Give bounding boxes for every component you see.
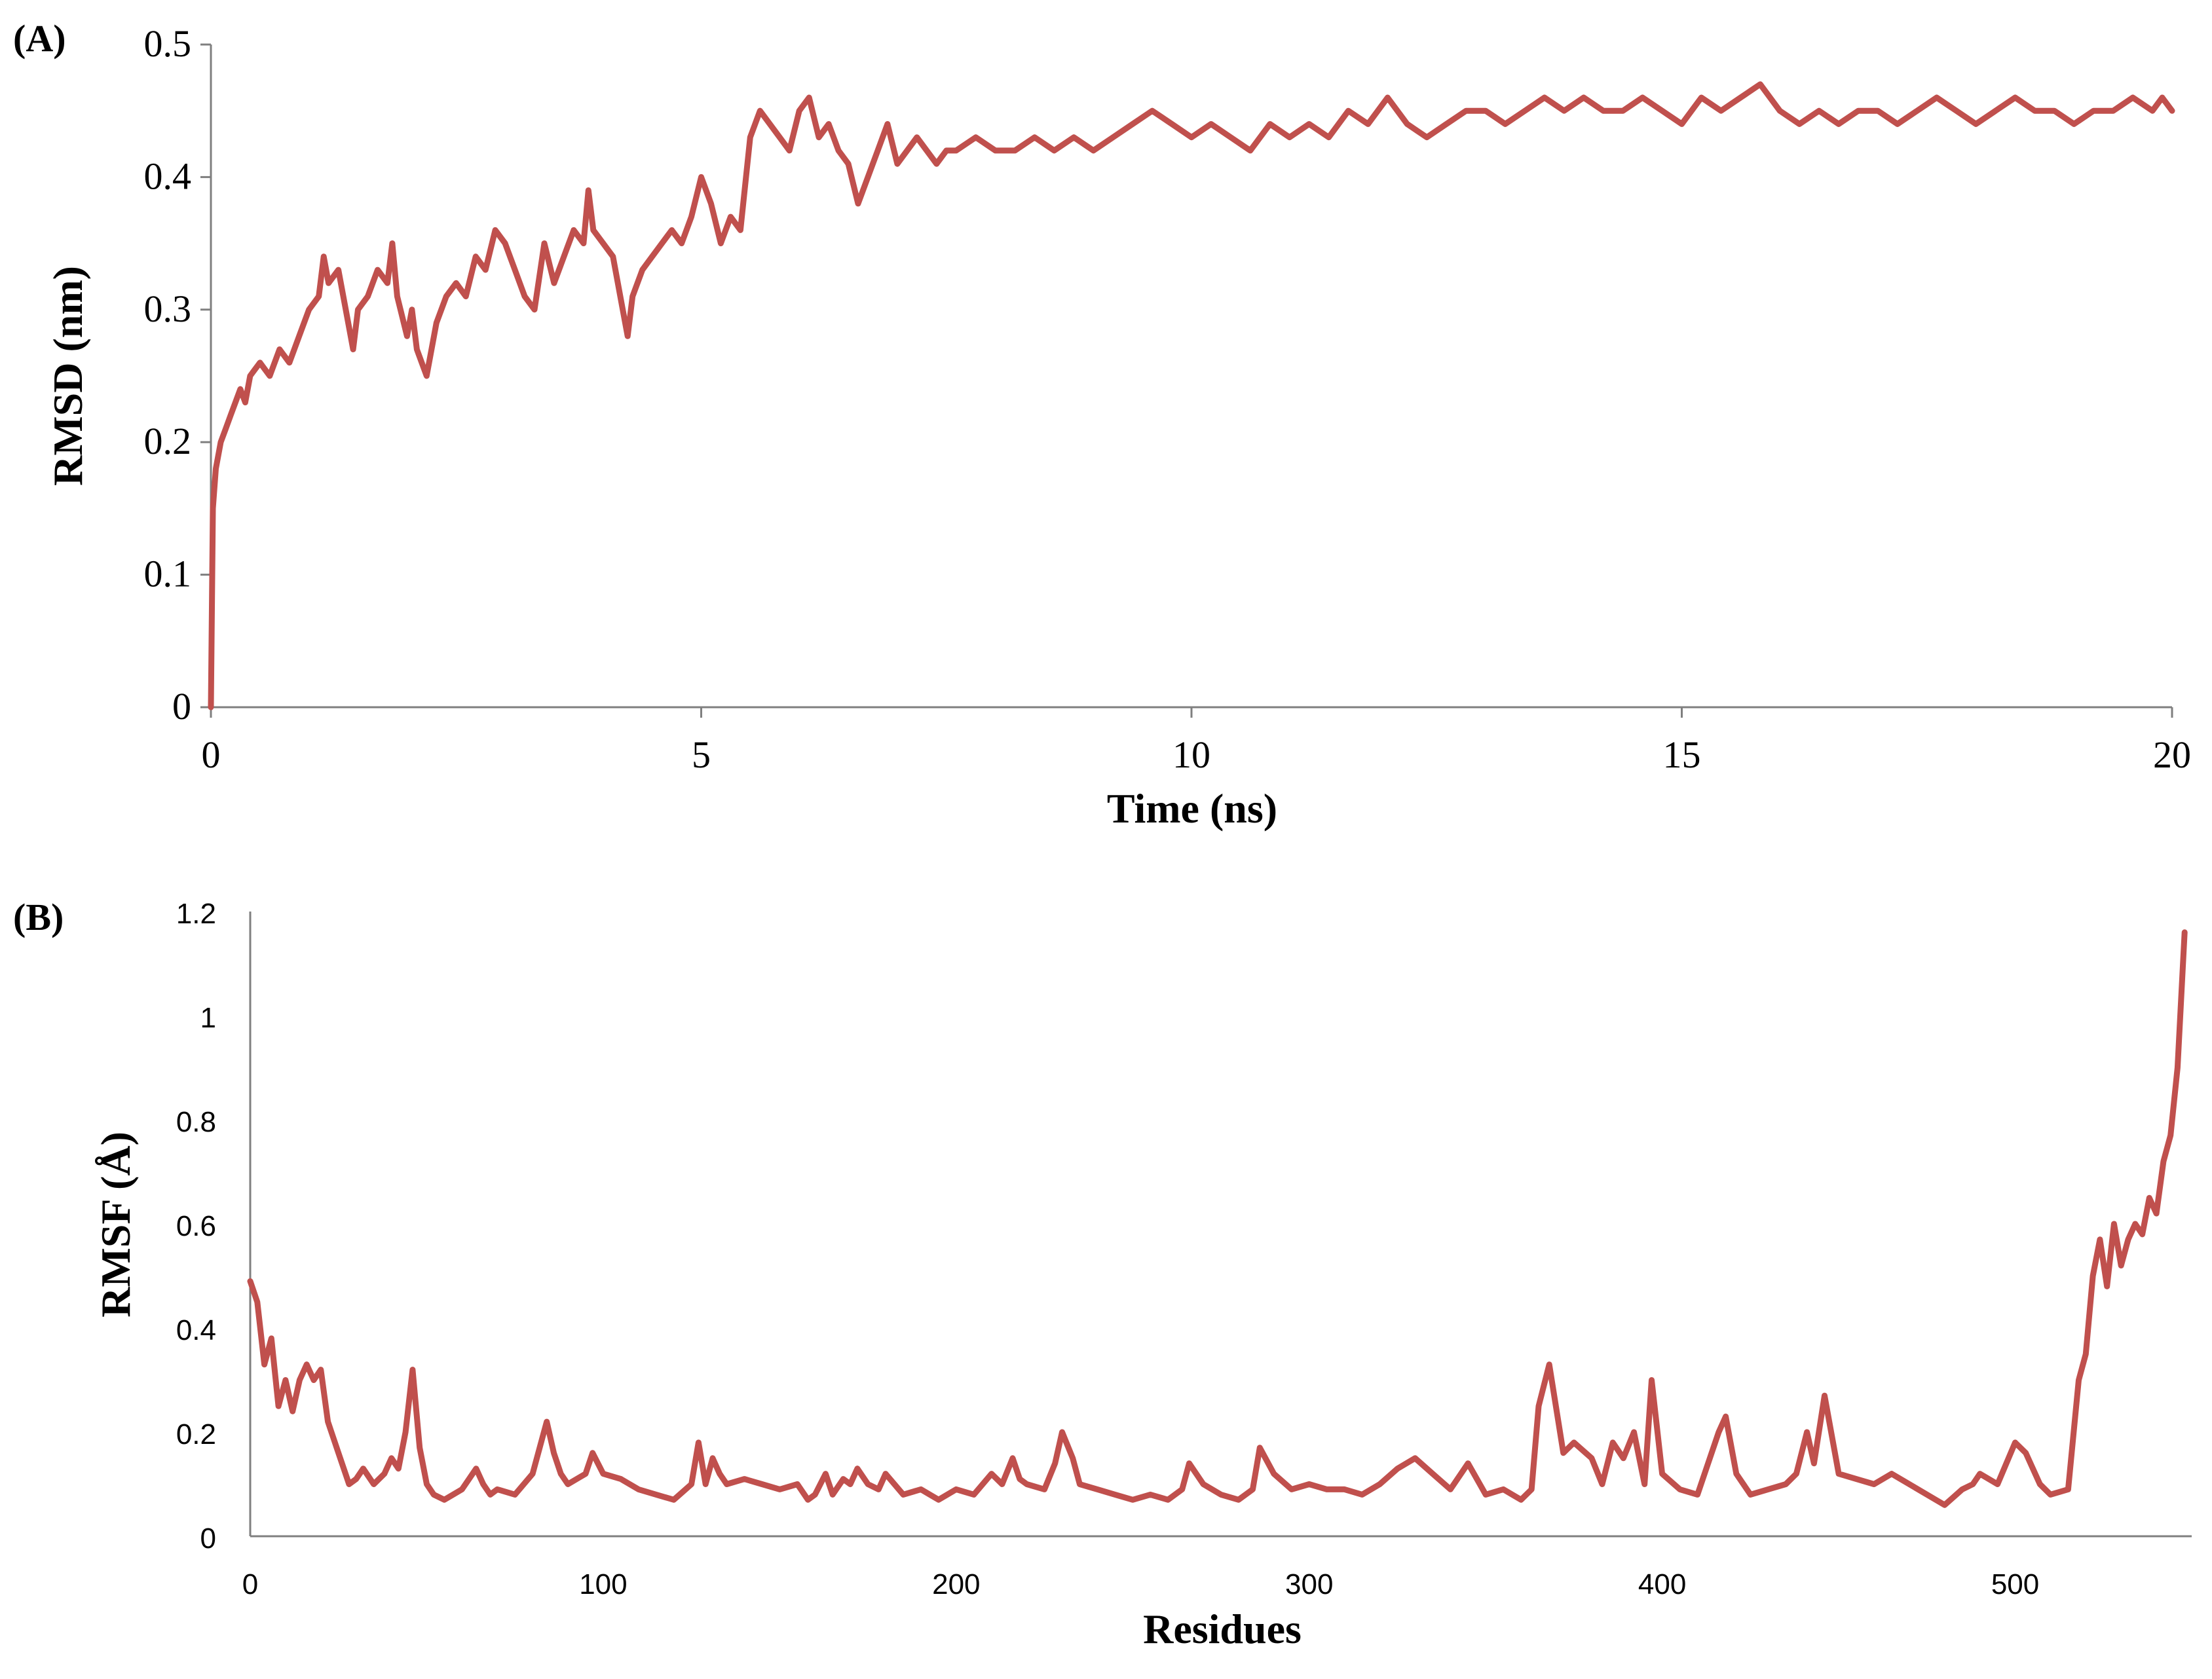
rmsd-y-axis-title: RMSD (nm) xyxy=(45,266,91,486)
rmsf-y-axis-title: RMSF (Å) xyxy=(92,1132,139,1318)
panel-label-b: (B) xyxy=(13,896,64,938)
y-tick-label: 0 xyxy=(200,1522,216,1555)
y-tick-label: 0.5 xyxy=(144,22,192,65)
rmsd-ticks: 0 0.1 0.2 0.3 0.4 0.5 0 5 10 15 20 xyxy=(144,22,2192,776)
x-tick-label: 20 xyxy=(2153,733,2191,776)
y-tick-label: 0 xyxy=(172,685,191,728)
y-tick-label: 0.4 xyxy=(176,1314,216,1346)
x-tick-label: 0 xyxy=(242,1568,258,1600)
panel-label-a: (A) xyxy=(13,17,66,60)
rmsf-chart: (B) 0 0.2 0.4 0.6 0.8 1 1.2 0 100 200 300 400 500 Re… xyxy=(13,896,2192,1652)
y-tick-label: 0.4 xyxy=(144,155,192,197)
rmsf-series-line xyxy=(247,929,2188,1508)
y-tick-label: 1 xyxy=(200,1002,216,1034)
y-tick-label: 0.2 xyxy=(176,1418,216,1450)
y-tick-label: 1.2 xyxy=(176,898,216,930)
rmsd-series-line xyxy=(208,81,2175,710)
rmsd-x-axis-title: Time (ns) xyxy=(1107,785,1277,832)
y-tick-label: 0.6 xyxy=(176,1210,216,1242)
x-tick-label: 5 xyxy=(692,733,711,776)
rmsf-x-axis-title: Residues xyxy=(1143,1606,1302,1652)
x-tick-label: 0 xyxy=(202,733,221,776)
x-tick-label: 400 xyxy=(1638,1568,1686,1600)
x-tick-label: 500 xyxy=(1991,1568,2039,1600)
y-tick-label: 0.8 xyxy=(176,1106,216,1138)
rmsf-ticks: 0 0.2 0.4 0.6 0.8 1 1.2 0 100 200 300 400 500 xyxy=(176,898,2039,1600)
y-tick-label: 0.3 xyxy=(144,287,192,330)
x-tick-label: 200 xyxy=(932,1568,980,1600)
x-tick-label: 100 xyxy=(579,1568,627,1600)
y-tick-label: 0.2 xyxy=(144,420,192,462)
x-tick-label: 15 xyxy=(1663,733,1701,776)
y-tick-label: 0.1 xyxy=(144,553,192,595)
x-tick-label: 10 xyxy=(1172,733,1210,776)
rmsd-chart: (A) 0 0.1 0.2 0.3 0.4 0.5 0 5 10 15 20 Time (ns) R… xyxy=(13,17,2191,832)
x-tick-label: 300 xyxy=(1285,1568,1333,1600)
